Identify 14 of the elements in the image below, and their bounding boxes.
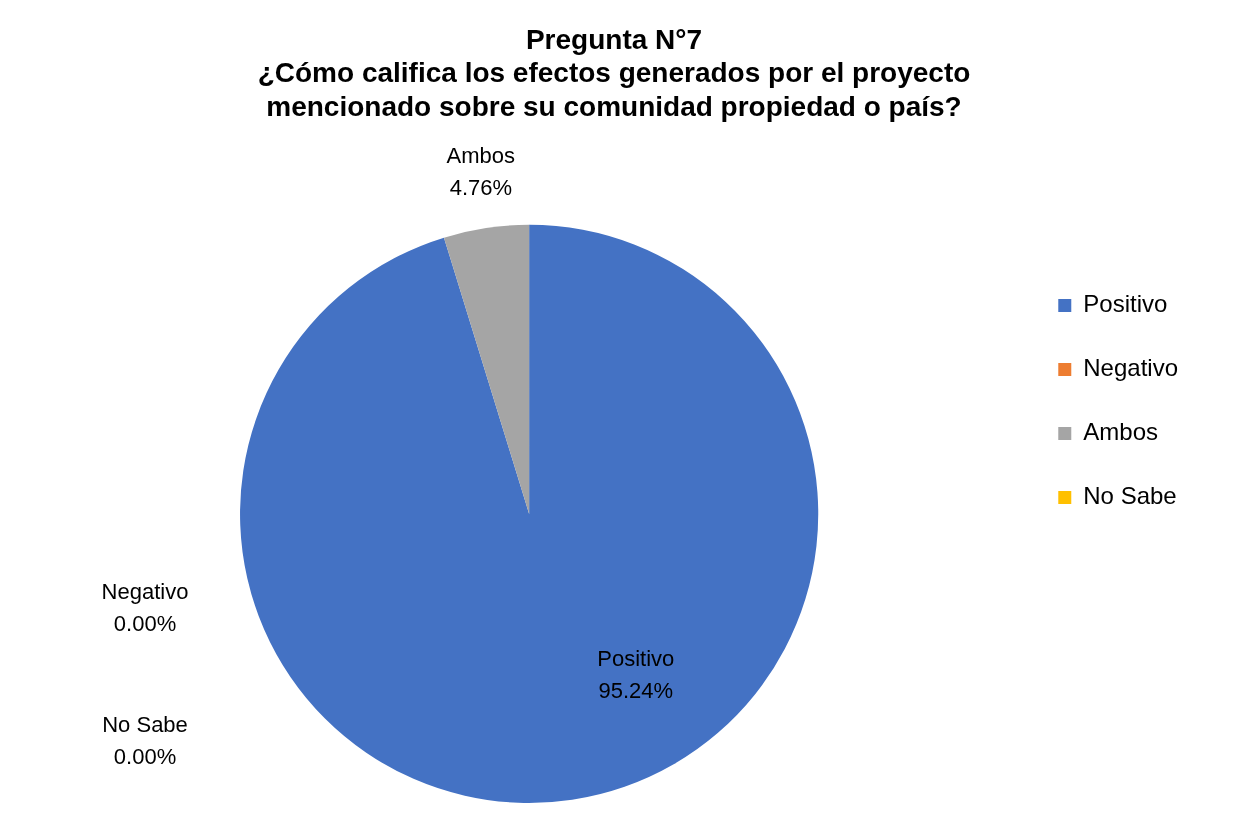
legend-label: Ambos xyxy=(1083,418,1158,446)
slice-label: Positivo xyxy=(597,646,675,672)
data-label: 95.24% xyxy=(598,678,674,704)
text: 0.00% xyxy=(113,743,177,769)
legend-label: Positivo xyxy=(1083,290,1168,318)
data-label: 4.76% xyxy=(449,175,513,201)
category-label: Negativo xyxy=(101,578,189,604)
text: 0.00% xyxy=(113,610,177,636)
slice-label: Ambos xyxy=(446,143,516,169)
category-label: No Sabe xyxy=(102,711,188,737)
legend-label: Negativo xyxy=(1083,354,1179,382)
legend-label: No Sabe xyxy=(1083,482,1177,510)
chart-title: Pregunta N°7 xyxy=(525,23,703,55)
chart-subtitle: ¿Cómo califica los efectos generados por el proyecto mencionado sobre su comunidad propiedad o país? xyxy=(257,57,971,122)
